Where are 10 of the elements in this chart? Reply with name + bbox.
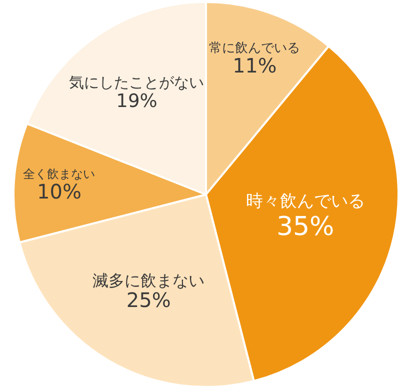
data-label: 10% bbox=[37, 180, 82, 204]
data-label: 25% bbox=[126, 288, 171, 312]
slice-label: 滅多に飲まない bbox=[92, 271, 205, 290]
slice-label: 気にしたことがない bbox=[69, 74, 204, 92]
slice-label: 時々飲んでいる bbox=[246, 191, 365, 212]
data-label: 19% bbox=[116, 90, 158, 112]
data-label: 35% bbox=[276, 212, 334, 242]
data-label: 11% bbox=[232, 54, 277, 78]
slice-label: 常に飲んでいる bbox=[209, 40, 300, 56]
slice-label: 全く飲まない bbox=[23, 166, 96, 181]
